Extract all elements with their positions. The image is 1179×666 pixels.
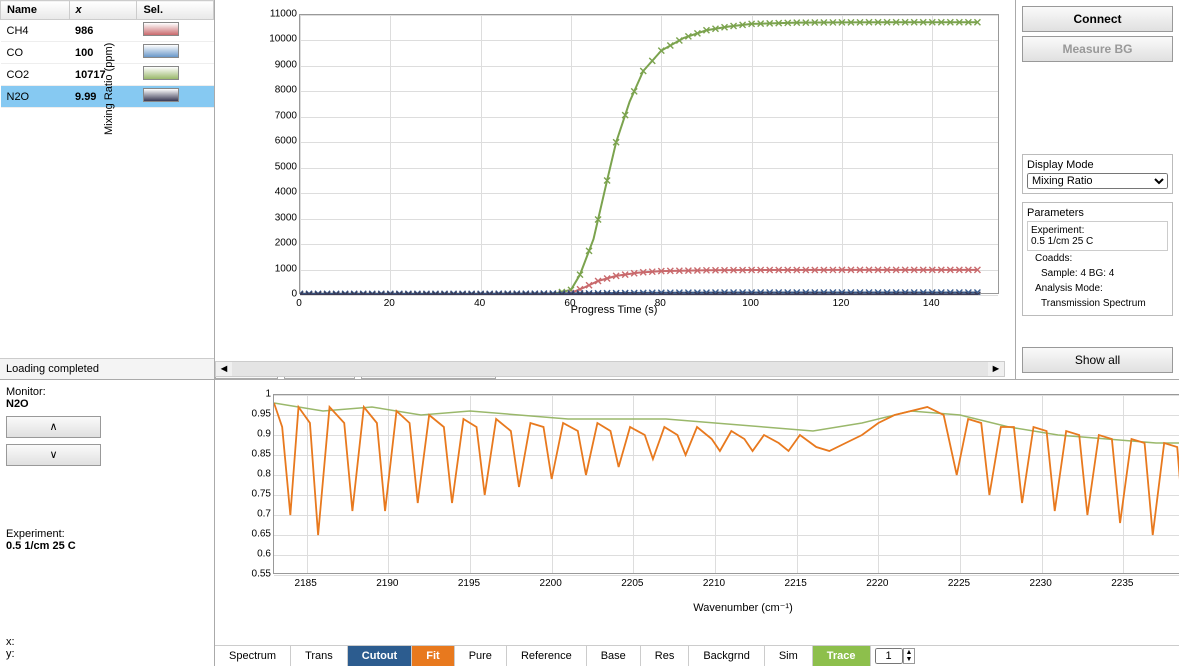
cursor-y: y: — [6, 648, 208, 660]
trace-number-input[interactable] — [875, 648, 903, 664]
measure-bg-button[interactable]: Measure BG — [1022, 36, 1173, 62]
spectrum-tabs: SpectrumTransCutoutFitPureReferenceBaseR… — [215, 645, 1179, 666]
tab-spectrum[interactable]: Spectrum — [215, 646, 291, 666]
display-mode-label: Display Mode — [1027, 159, 1168, 171]
scroll-right-icon[interactable]: ► — [988, 363, 1004, 375]
spectrum-chart[interactable]: Wavenumber (cm⁻¹) 0.550.60.650.70.750.80… — [223, 384, 1179, 614]
tab-pure[interactable]: Pure — [455, 646, 507, 666]
experiment-box[interactable]: Experiment: 0.5 1/cm 25 C — [1027, 221, 1168, 251]
tab-sim[interactable]: Sim — [765, 646, 813, 666]
chart-scrollbar[interactable]: ◄ ► — [215, 361, 1005, 377]
monitor-up-button[interactable]: ∧ — [6, 416, 101, 438]
tab-fit[interactable]: Fit — [412, 646, 454, 666]
tab-trans[interactable]: Trans — [291, 646, 348, 666]
tab-reference[interactable]: Reference — [507, 646, 587, 666]
col-name[interactable]: Name — [1, 1, 70, 20]
col-x[interactable]: x — [69, 1, 137, 20]
mixing-ratio-chart[interactable]: Mixing Ratio (ppm) Progress Time (s) 010… — [219, 4, 1009, 334]
tab-base[interactable]: Base — [587, 646, 641, 666]
parameters-label: Parameters — [1027, 207, 1168, 219]
connect-button[interactable]: Connect — [1022, 6, 1173, 32]
tab-trace[interactable]: Trace — [813, 646, 871, 666]
cursor-x: x: — [6, 636, 208, 648]
wavenumber-label: Wavenumber (cm⁻¹) — [693, 601, 793, 614]
col-sel[interactable]: Sel. — [137, 1, 214, 20]
scroll-left-icon[interactable]: ◄ — [216, 363, 232, 375]
monitor-label: Monitor: — [6, 386, 208, 398]
display-mode-select[interactable]: Mixing Ratio — [1027, 173, 1168, 189]
trace-down-icon[interactable]: ▼ — [904, 656, 915, 663]
trace-up-icon[interactable]: ▲ — [904, 649, 915, 656]
experiment-label: Experiment: — [6, 528, 208, 540]
tab-backgrnd[interactable]: Backgrnd — [689, 646, 764, 666]
x-axis-label: Progress Time (s) — [571, 304, 658, 316]
show-all-button[interactable]: Show all — [1022, 347, 1173, 373]
table-row[interactable]: CH4986 — [1, 20, 214, 42]
tab-cutout[interactable]: Cutout — [348, 646, 412, 666]
monitor-value: N2O — [6, 398, 208, 410]
monitor-down-button[interactable]: ∨ — [6, 444, 101, 466]
status-bar: Loading completed — [0, 358, 214, 379]
experiment-value: 0.5 1/cm 25 C — [6, 540, 208, 552]
y-axis-label: Mixing Ratio (ppm) — [103, 43, 115, 135]
tab-res[interactable]: Res — [641, 646, 690, 666]
